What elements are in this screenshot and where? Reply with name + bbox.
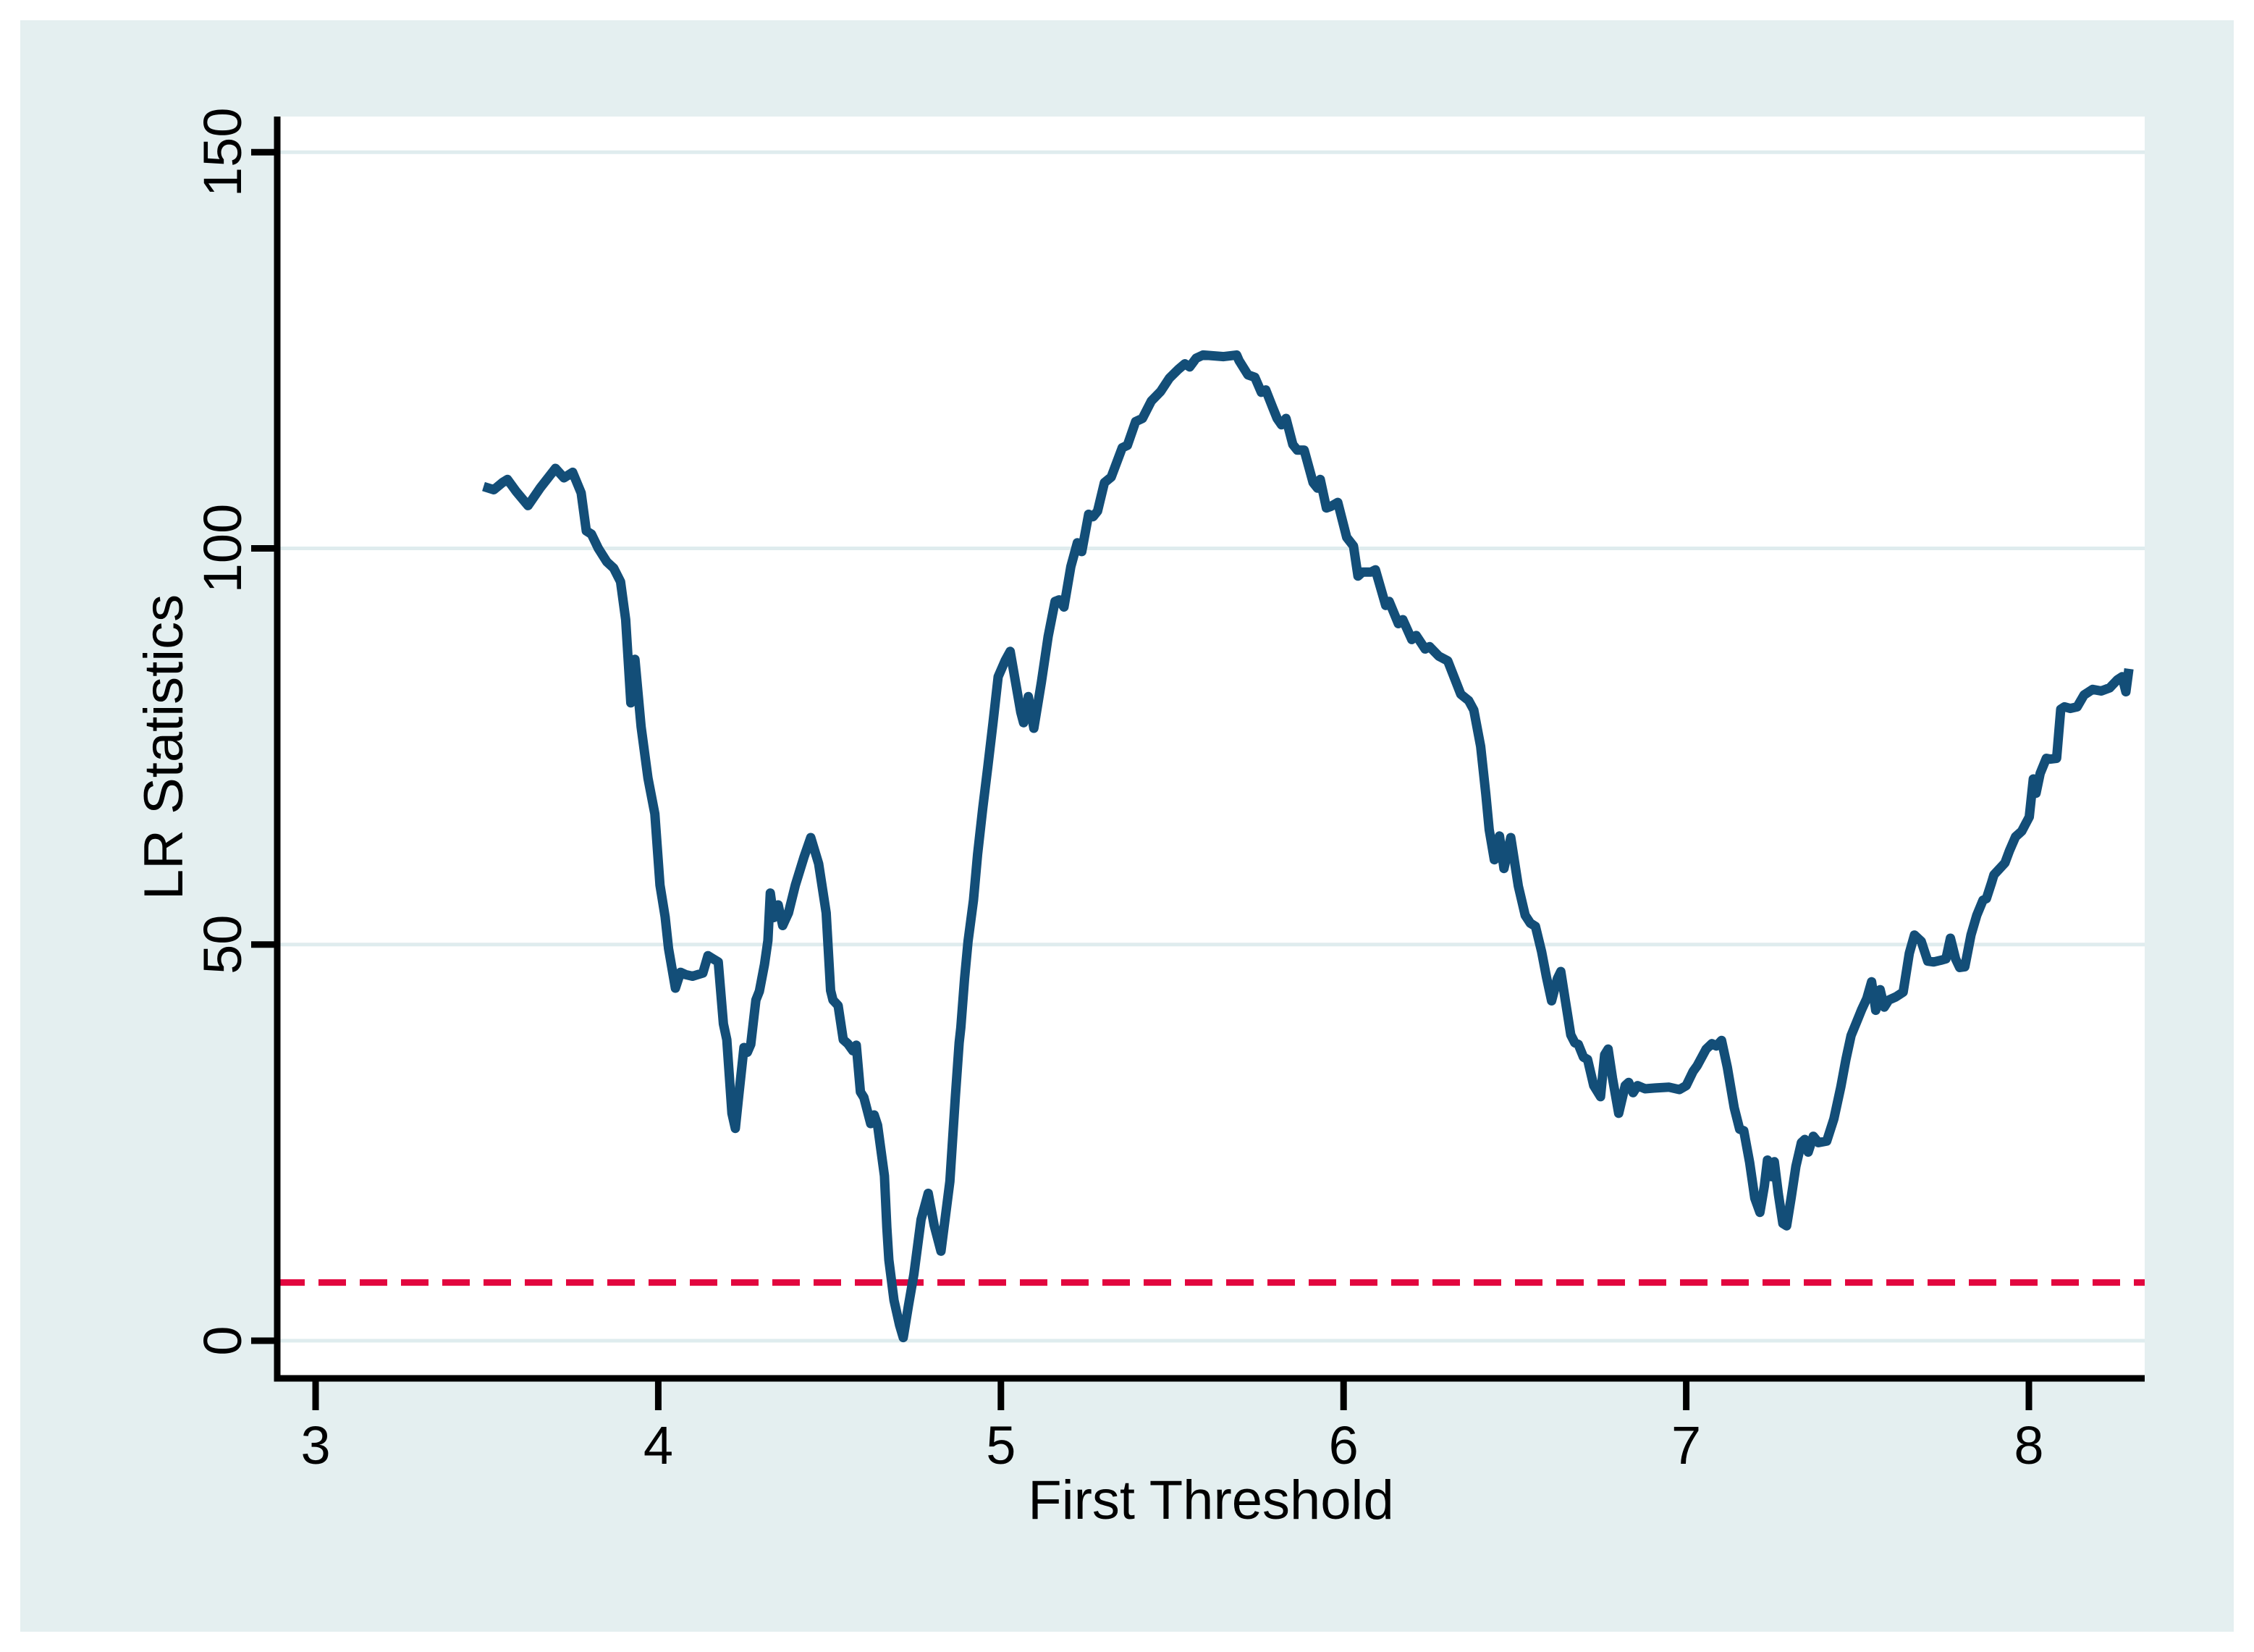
- x-tick-label-4: 4: [643, 1415, 673, 1475]
- x-tick-label-5: 5: [986, 1415, 1016, 1475]
- lr-statistics-series-line: [482, 350, 2134, 1343]
- y-tick-label-50: 50: [193, 915, 253, 974]
- x-tick-label-3: 3: [300, 1415, 330, 1475]
- x-axis-title: First Threshold: [1028, 1470, 1393, 1531]
- x-tick-label-7: 7: [1671, 1415, 1701, 1475]
- y-axis-title: LR Statistics: [133, 594, 195, 900]
- x-tick-label-8: 8: [2014, 1415, 2043, 1475]
- x-tick-label-6: 6: [1329, 1415, 1359, 1475]
- y-axis-ticks: [251, 148, 274, 1344]
- x-axis-tick-labels: 3 4 5 6 7 8: [300, 1415, 2043, 1475]
- y-tick-label-0: 0: [193, 1326, 253, 1355]
- y-axis-tick-labels: 0 50 100 150: [193, 108, 253, 1356]
- plot-area: [277, 117, 2145, 1378]
- y-tick-label-150: 150: [193, 108, 253, 197]
- x-axis-ticks: [312, 1381, 2033, 1410]
- y-tick-label-100: 100: [193, 504, 253, 593]
- gridlines: [277, 150, 2145, 1343]
